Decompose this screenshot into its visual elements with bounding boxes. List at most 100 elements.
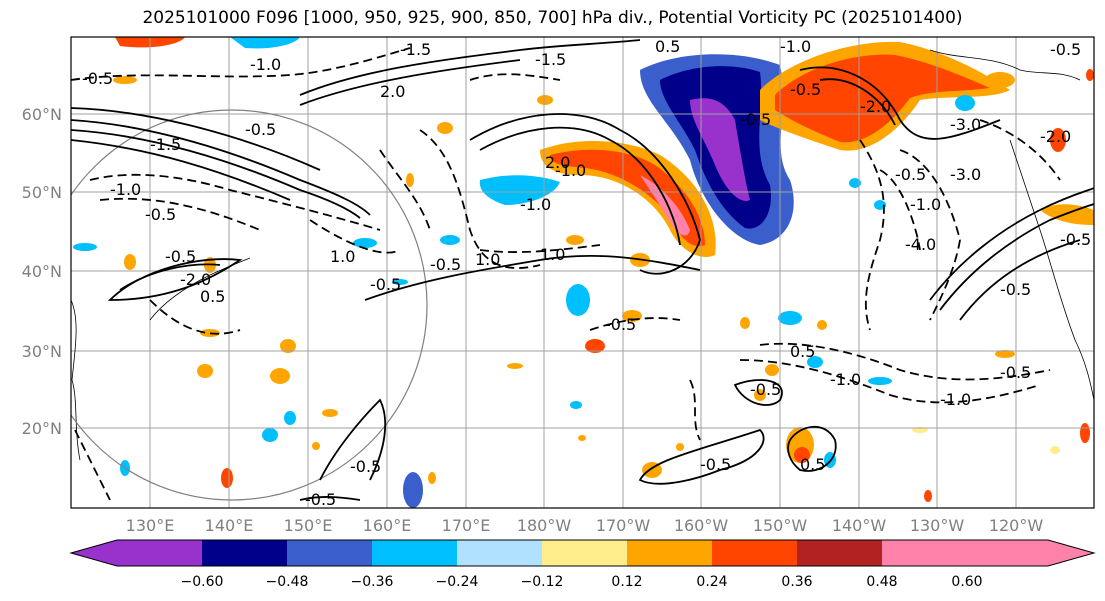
pv-negative-region-west — [479, 175, 560, 205]
colorbar-segment — [967, 540, 1094, 566]
contour-label: -0.5 — [790, 80, 821, 99]
lat-tick-label: 40°N — [22, 262, 62, 281]
colorbar-tick-label: 0.12 — [611, 574, 642, 590]
divergence-contours — [71, 39, 1094, 501]
pv-negative-region-north — [230, 37, 300, 49]
colorbar-tick-label: −0.60 — [181, 574, 224, 590]
pv-negative-region-core — [690, 98, 750, 201]
contour-label: -1.0 — [830, 370, 861, 389]
contour-label: 1.0 — [540, 245, 565, 264]
colorbar-segment — [71, 540, 117, 566]
contour-label: -1.0 — [780, 37, 811, 56]
contour-label: -1.0 — [555, 161, 586, 180]
colorbar-tick-label: 0.24 — [696, 574, 727, 590]
contour-label: -0.5 — [1050, 40, 1081, 59]
map-frame — [70, 36, 1095, 509]
contour-label: -0.5 — [1060, 230, 1091, 249]
contour-label: -0.5 — [700, 455, 731, 474]
lon-tick-label: 140°E — [205, 516, 254, 535]
graticule — [71, 37, 1094, 508]
contour-label: -0.5 — [145, 205, 176, 224]
contour-label: -0.5 — [605, 315, 636, 334]
contour-label: -1.0 — [250, 55, 281, 74]
lon-tick-label: 150°W — [753, 516, 808, 535]
lat-tick-label: 50°N — [22, 183, 62, 202]
pv-shading — [73, 37, 1094, 508]
colorbar-segment — [797, 540, 882, 566]
contour-label: -0.5 — [165, 247, 196, 266]
contour-label: -1.0 — [940, 390, 971, 409]
lon-tick-label: 150°E — [284, 516, 333, 535]
contour-label: -3.0 — [950, 165, 981, 184]
pv-positive-region-outer — [540, 140, 716, 258]
contour-labels: -0.5 -0.5 -1.0 -1.5 -1.0 -0.5 -0.5 -2.0 … — [82, 37, 1091, 509]
lon-tick-label: 130°W — [910, 516, 965, 535]
contour-label: -1.0 — [110, 180, 141, 199]
contour-label: -1.5 — [150, 135, 181, 154]
contour-label: -0.5 — [82, 69, 113, 88]
colorbar-tick-label: 0.36 — [781, 574, 812, 590]
contour-label: 2.0 — [545, 153, 570, 172]
contour-label: -0.5 — [430, 255, 461, 274]
pv-positive-region-mid — [550, 149, 705, 247]
pv-positive-region-ne-core — [775, 54, 990, 143]
contour-label: -0.5 — [1000, 363, 1031, 382]
contour-label: -4.0 — [905, 235, 936, 254]
lat-tick-label: 30°N — [22, 342, 62, 361]
contour-label: -1.0 — [520, 195, 551, 214]
lon-tick-label: 170°W — [596, 516, 651, 535]
colorbar-tick-label: 0.60 — [951, 574, 982, 590]
contour-label: -0.5 — [740, 110, 771, 129]
colorbar-segment — [457, 540, 542, 566]
contour-label: -2.0 — [1040, 127, 1071, 146]
colorbar-segment — [372, 540, 457, 566]
contour-label: 2.0 — [380, 82, 405, 101]
range-circle — [71, 109, 428, 501]
contour-label: 1.0 — [475, 250, 500, 269]
lon-tick-label: 130°E — [126, 516, 175, 535]
contour-label: -0.5 — [350, 457, 381, 476]
contour-label: -0.5 — [750, 380, 781, 399]
colorbar-segment — [542, 540, 627, 566]
colorbar-segment — [117, 540, 202, 566]
contour-label: 0.5 — [800, 455, 825, 474]
contour-label: -3.0 — [950, 115, 981, 134]
lat-tick-label: 60°N — [22, 105, 62, 124]
lat-axis: 60°N 50°N 40°N 30°N 20°N — [22, 105, 62, 438]
lon-axis: 130°E 140°E 150°E 160°E 170°E 180°W 170°… — [126, 516, 1044, 535]
colorbar-tick-label: 0.48 — [866, 574, 897, 590]
lat-tick-label: 20°N — [22, 419, 62, 438]
pv-positive-region-core — [640, 175, 690, 236]
colorbar-segment — [882, 540, 967, 566]
colorbar-tick-label: −0.24 — [436, 574, 479, 590]
convergence-contours — [71, 47, 1061, 501]
contour-label: 0.5 — [790, 342, 815, 361]
lon-tick-label: 140°W — [832, 516, 887, 535]
contour-label: -2.0 — [180, 270, 211, 289]
colorbar-tick-label: −0.48 — [266, 574, 309, 590]
colorbar-outline — [69, 539, 1096, 567]
contour-label: 1.0 — [330, 247, 355, 266]
lon-tick-label: 170°E — [442, 516, 491, 535]
colorbar-tick-label: −0.36 — [351, 574, 394, 590]
colorbar-segment — [202, 540, 287, 566]
contour-label: -0.5 — [245, 120, 276, 139]
contour-label: -1.5 — [535, 50, 566, 69]
lon-tick-label: 160°E — [363, 516, 412, 535]
colorbar: −0.60 −0.48 −0.36 −0.24 −0.12 0.12 0.24 … — [69, 539, 1096, 590]
contour-label: 0.5 — [655, 37, 680, 56]
colorbar-segment — [287, 540, 372, 566]
map-title: 2025101000 F096 [1000, 950, 925, 900, 85… — [142, 8, 963, 28]
lon-tick-label: 120°W — [989, 516, 1044, 535]
contour-label: -2.0 — [860, 97, 891, 116]
contour-label: -0.5 — [370, 275, 401, 294]
contour-label: 0.5 — [200, 287, 225, 306]
contour-label: -0.5 — [305, 490, 336, 509]
contour-label: -1.5 — [400, 40, 431, 59]
lon-tick-label: 180°W — [517, 516, 572, 535]
lon-tick-label: 160°W — [674, 516, 729, 535]
contour-label: -0.5 — [895, 165, 926, 184]
colorbar-tick-label: −0.12 — [521, 574, 564, 590]
contour-label: -1.0 — [910, 195, 941, 214]
